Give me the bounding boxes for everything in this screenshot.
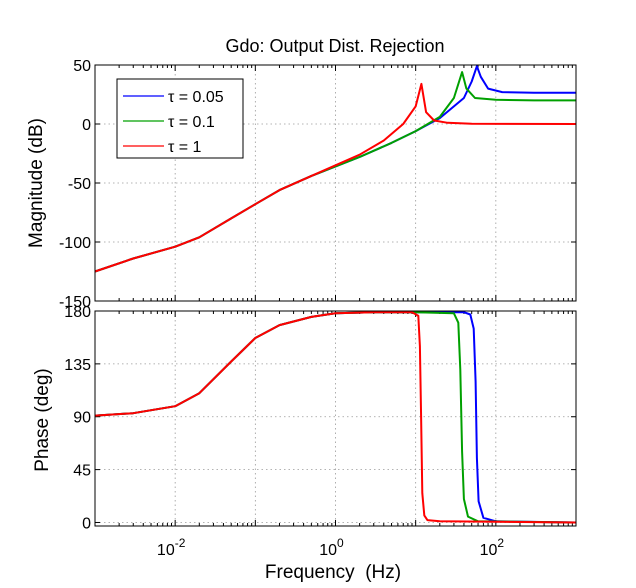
- magnitude-ticks: 50 0 -50 -100 -150: [59, 58, 576, 311]
- y-tick-label: 0: [82, 515, 91, 532]
- phase-panel: 180 135 90 45 0 10-2 100 102 Phase (deg) Freque…: [32, 304, 577, 583]
- phase-axes: [94, 310, 577, 527]
- legend-label-tau-1: τ = 1: [168, 139, 202, 156]
- legend: τ = 0.05 τ = 0.1 τ = 1: [116, 78, 244, 159]
- phase-ylabel: Phase (deg): [32, 368, 53, 472]
- phase-series: [94, 311, 577, 524]
- y-tick-label: 135: [64, 357, 91, 374]
- x-tick-label: 102: [480, 536, 505, 559]
- x-tick-label: 10-2: [157, 536, 186, 559]
- magnitude-ylabel: Magnitude (dB): [26, 118, 47, 248]
- series-line: [94, 311, 577, 524]
- series-line: [94, 82, 577, 273]
- chart-title: Gdo: Output Dist. Rejection: [225, 36, 444, 56]
- y-tick-label: 180: [64, 304, 91, 321]
- y-tick-label: -50: [68, 176, 91, 193]
- legend-label-tau-0.05: τ = 0.05: [168, 89, 224, 106]
- frequency-xlabel: Frequency (Hz): [265, 562, 401, 583]
- y-tick-label: 50: [73, 58, 91, 75]
- phase-ticks: 180 135 90 45 0 10-2 100 102: [64, 304, 576, 559]
- y-tick-label: -100: [59, 235, 91, 252]
- y-tick-label: 45: [73, 463, 91, 480]
- x-tick-label: 100: [319, 536, 344, 559]
- legend-box: [116, 78, 244, 159]
- legend-label-tau-0.1: τ = 0.1: [168, 114, 215, 131]
- magnitude-series: [94, 65, 577, 273]
- magnitude-panel: 50 0 -50 -100 -150 Gdo: Output Dist. Rejecti…: [26, 36, 577, 311]
- y-tick-label: 90: [73, 410, 91, 427]
- y-tick-label: 0: [82, 117, 91, 134]
- y-tick-label: -150: [59, 294, 91, 311]
